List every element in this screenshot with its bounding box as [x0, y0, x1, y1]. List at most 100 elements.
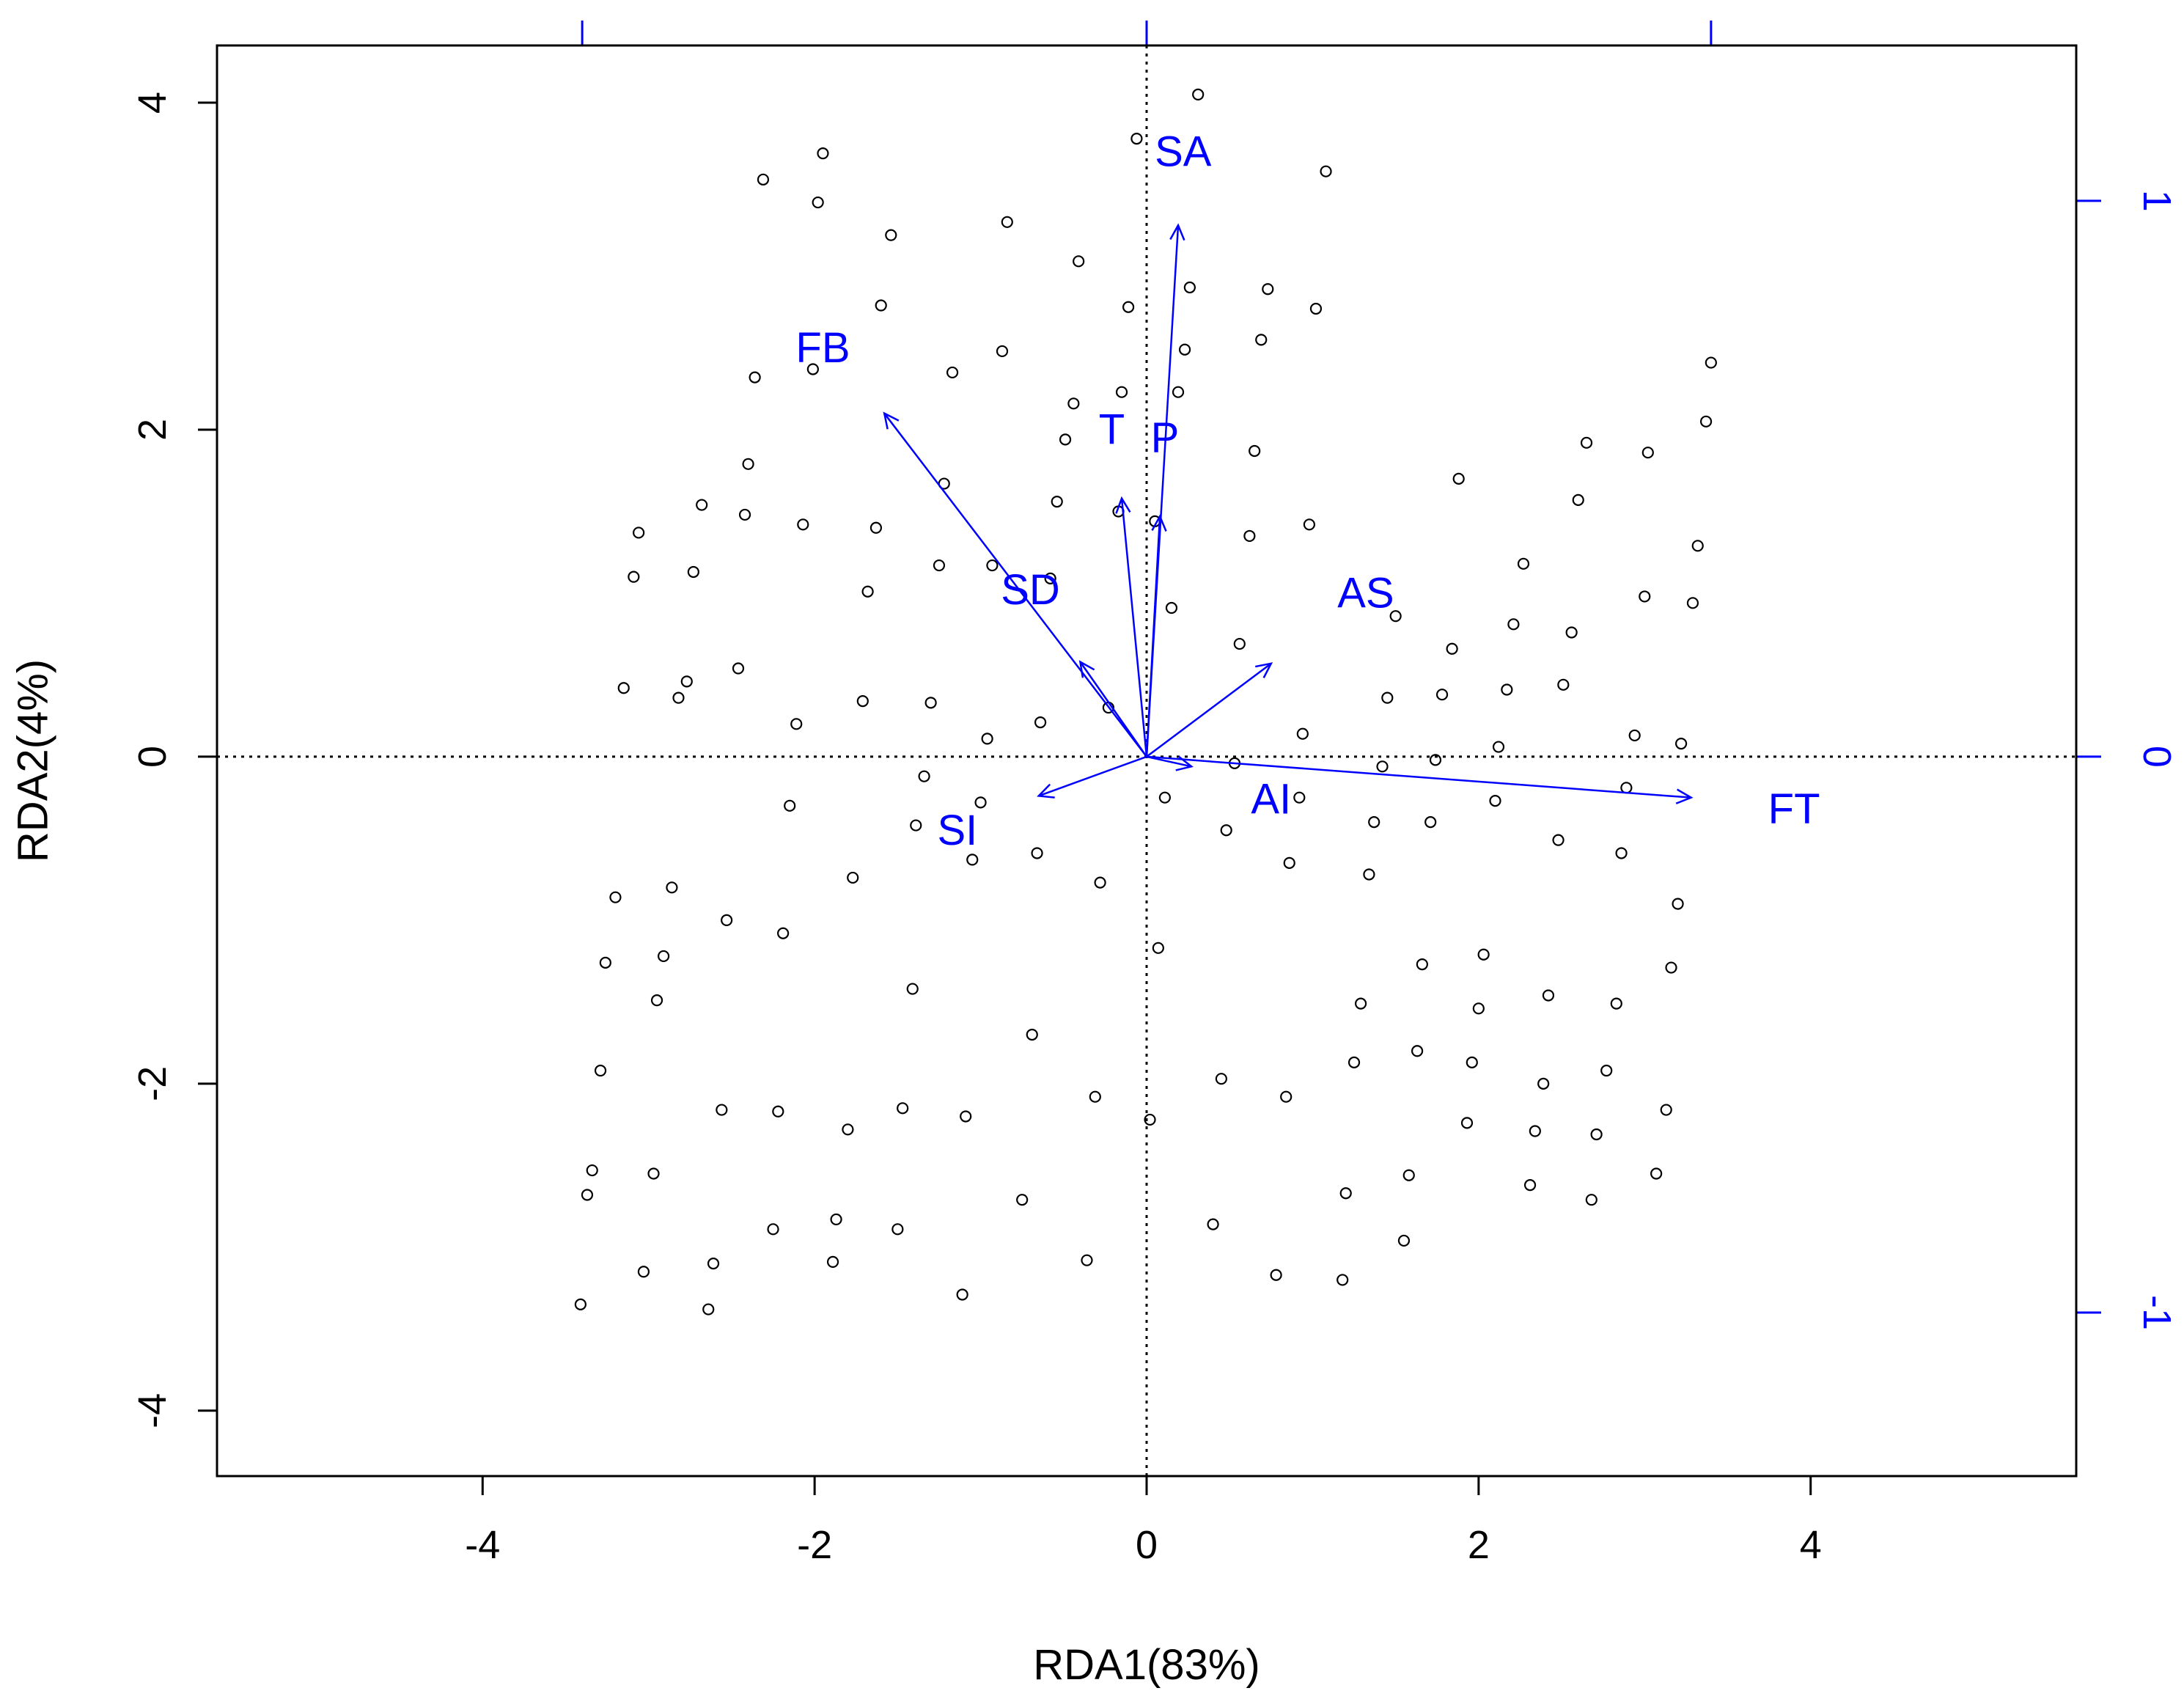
sample-point — [924, 697, 937, 709]
arrowhead-sd — [1078, 660, 1095, 678]
sample-point — [647, 1167, 660, 1180]
sample-point — [633, 526, 645, 539]
sample-point — [680, 675, 693, 688]
arrow-label-sd: SD — [1001, 566, 1060, 614]
sample-point — [1233, 637, 1246, 650]
sample-point — [1517, 557, 1530, 570]
sample-point — [650, 994, 663, 1007]
sample-point — [1472, 1002, 1485, 1015]
sample-point — [732, 662, 745, 675]
sample-point — [721, 914, 733, 926]
sample-point — [891, 1223, 904, 1236]
sample-point — [1691, 540, 1704, 552]
right-secondary-tick-label: 0 — [2135, 746, 2179, 768]
sample-point — [966, 854, 979, 866]
sample-point — [574, 1298, 587, 1310]
sample-point — [875, 299, 887, 312]
variable-arrows — [883, 223, 1694, 804]
sample-points — [574, 88, 1717, 1315]
sample-point — [1051, 495, 1063, 508]
sample-point — [1537, 1077, 1550, 1090]
arrowhead-sa — [1169, 223, 1185, 241]
sample-point — [1501, 683, 1513, 696]
sample-point — [869, 521, 883, 534]
sample-point — [628, 570, 640, 583]
arrowhead-as — [1254, 662, 1273, 678]
sample-point — [1172, 386, 1185, 398]
sample-point — [1081, 1254, 1093, 1266]
sample-point — [1073, 255, 1085, 268]
zero-reference-lines — [217, 45, 2076, 1476]
sample-point — [1590, 1128, 1603, 1141]
arrowhead-p — [1151, 514, 1167, 532]
sample-point — [1207, 1218, 1219, 1230]
sample-point — [1220, 824, 1232, 837]
sample-point — [1144, 1113, 1156, 1126]
sample-point — [1466, 1056, 1478, 1068]
x-tick-label: 2 — [1468, 1523, 1490, 1567]
sample-point — [1672, 898, 1684, 910]
sample-point — [1115, 386, 1128, 398]
right-secondary-tick-label: 1 — [2135, 190, 2179, 212]
sample-point — [1628, 729, 1641, 742]
sample-point — [1368, 816, 1380, 829]
y-tick-label: 4 — [130, 92, 174, 114]
arrow-t — [1120, 498, 1148, 757]
y-tick-label: 2 — [130, 419, 174, 441]
sample-point — [609, 891, 622, 903]
sample-point — [1158, 791, 1172, 804]
sample-point — [767, 1223, 779, 1236]
sample-point — [1183, 281, 1196, 294]
sample-point — [910, 819, 922, 832]
sample-point — [1262, 283, 1274, 296]
sample-point — [599, 956, 611, 969]
sample-point — [885, 229, 897, 241]
sample-point — [1339, 1187, 1352, 1200]
sample-point — [1552, 834, 1565, 846]
sample-point — [749, 371, 761, 384]
sample-point — [702, 1303, 715, 1315]
sample-point — [594, 1064, 607, 1077]
arrowhead-t — [1115, 496, 1131, 514]
sample-point — [1034, 716, 1047, 729]
sample-point — [1296, 727, 1309, 740]
sample-point — [1641, 447, 1654, 459]
sample-point — [1280, 1090, 1293, 1103]
sample-point — [1492, 741, 1505, 753]
sample-point — [1044, 572, 1056, 584]
arrow-p — [1145, 516, 1161, 757]
arrow-ai — [1146, 755, 1192, 768]
arrow-label-p: P — [1151, 414, 1180, 462]
sample-point — [757, 173, 770, 186]
sample-point — [1130, 132, 1143, 145]
x-axis-title: RDA1(83%) — [1033, 1641, 1260, 1689]
sample-point — [1650, 1167, 1663, 1180]
sample-point — [933, 559, 946, 572]
sample-point — [1067, 397, 1080, 410]
sample-point — [687, 565, 699, 579]
sample-point — [1249, 444, 1261, 458]
sample-point — [738, 508, 751, 521]
sample-point — [946, 366, 959, 379]
arrow-fb — [883, 412, 1147, 757]
y-tick-label: 0 — [130, 746, 174, 768]
sample-point — [830, 1213, 842, 1226]
x-tick-label: -4 — [465, 1523, 500, 1567]
sample-point — [812, 196, 824, 209]
arrow-label-as: AS — [1337, 569, 1394, 617]
sample-point — [956, 1288, 968, 1301]
sample-point — [981, 733, 993, 745]
sample-point — [1460, 1117, 1474, 1129]
arrow-label-si: SI — [937, 807, 977, 854]
sample-point — [1336, 1274, 1349, 1286]
y-axis-title: RDA2(4%) — [10, 659, 57, 862]
plot-frame — [216, 44, 2078, 1478]
sample-point — [1600, 1064, 1613, 1077]
sample-point — [742, 458, 754, 470]
arrowhead-fb — [883, 411, 900, 430]
sample-point — [856, 695, 869, 708]
sample-point — [790, 718, 803, 730]
arrow-label-fb: FB — [795, 324, 850, 372]
sample-point — [1389, 610, 1402, 623]
x-tick-label: -2 — [797, 1523, 832, 1567]
